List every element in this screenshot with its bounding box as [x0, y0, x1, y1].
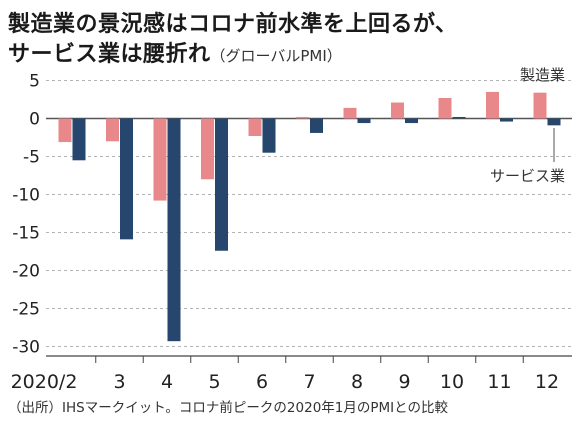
x-tick-label: 12	[535, 371, 559, 393]
bar-services-8	[357, 118, 371, 124]
bar-manufacturing-4	[153, 118, 167, 201]
chart-title-main: サービス業は腰折れ	[8, 42, 211, 67]
y-tick-label: -30	[12, 338, 40, 358]
bar-manufacturing-11	[486, 91, 499, 119]
chart-title-sub: （グローバルPMI）	[210, 47, 342, 65]
x-tick-label: 6	[256, 371, 268, 393]
x-tick-label: 11	[487, 371, 511, 393]
x-tick-label: 5	[208, 371, 220, 393]
y-tick-label: -15	[12, 224, 40, 244]
y-tick-label: -10	[12, 186, 40, 206]
bar-services-6	[262, 118, 276, 153]
y-axis-ticks: 5 0 -5 -10 -15 -20 -25 -30	[12, 72, 40, 358]
x-tick-label: 7	[303, 371, 315, 393]
bar-manufacturing-12	[533, 92, 547, 119]
bar-manufacturing-9	[391, 102, 404, 119]
source-note: （出所）IHSマークイット。コロナ前ピークの2020年1月のPMIとの比較	[8, 400, 449, 416]
bar-services-10	[452, 116, 466, 119]
x-tick-label: 9	[398, 371, 410, 393]
y-tick-label: -20	[12, 262, 40, 282]
bar-manufacturing-5	[201, 118, 214, 180]
y-tick-label: 0	[29, 110, 40, 130]
bar-manufacturing-7	[296, 116, 309, 119]
bar-services-3	[120, 118, 133, 240]
bar-manufacturing-3	[106, 118, 119, 142]
bar-services-5	[215, 118, 228, 251]
y-tick-label: -25	[12, 300, 40, 320]
bar-manufacturing-8	[343, 107, 357, 119]
bar-services-9	[405, 118, 418, 124]
bar-manufacturing-10	[438, 97, 452, 119]
y-tick-label: -5	[23, 148, 40, 168]
x-tick-label: 3	[113, 371, 125, 393]
bar-services-2020-2	[72, 118, 86, 161]
bar-services-12	[547, 118, 561, 126]
x-tick-label: 8	[351, 371, 363, 393]
x-tick-label: 4	[161, 371, 173, 393]
legend-services: サービス業	[490, 167, 565, 185]
bar-services-7	[310, 118, 323, 133]
chart-title-line1: 製造業の景況感はコロナ前水準を上回るが、	[8, 12, 458, 37]
bars	[58, 91, 561, 342]
x-tick-label: 2020/2	[11, 371, 78, 393]
y-tick-label: 5	[29, 72, 40, 92]
bar-manufacturing-6	[248, 118, 262, 136]
x-tick-label: 10	[440, 371, 464, 393]
legend-manufacturing: 製造業	[520, 66, 565, 84]
bar-services-11	[500, 118, 513, 122]
bar-services-4	[167, 118, 181, 342]
x-axis-ticks: 2020/2 3 4 5 6 7 8 9 10 11 12	[11, 356, 559, 393]
chart-title-line2: サービス業は腰折れ（グローバルPMI）	[8, 36, 342, 68]
bar-manufacturing-2020-2	[58, 118, 72, 143]
